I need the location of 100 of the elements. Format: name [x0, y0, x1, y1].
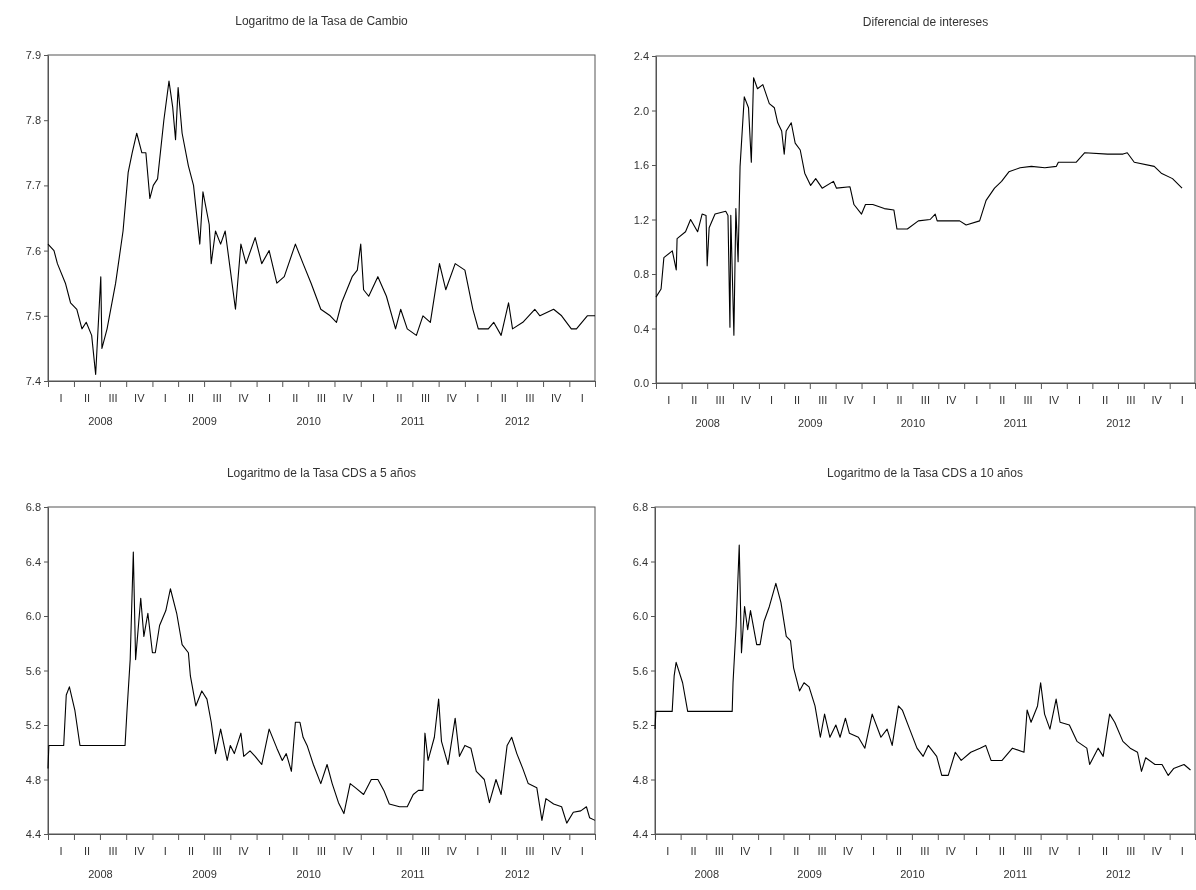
y-tick-label: 1.6 [633, 159, 649, 172]
text: II [188, 845, 195, 857]
text: II [1101, 845, 1109, 857]
y-tick-label: 6.8 [25, 501, 41, 514]
y-tick-label: 6.8 [632, 501, 648, 514]
line-series [654, 544, 1192, 776]
text: II [396, 392, 403, 404]
y-tick-label: 2.4 [633, 50, 649, 63]
text: II [500, 845, 507, 857]
text: I [580, 392, 584, 404]
y-tick-label: 5.2 [25, 719, 41, 732]
text: IV [134, 845, 146, 857]
text: I [372, 845, 376, 857]
text: I [667, 394, 671, 406]
text: IV [739, 845, 751, 857]
y-tick-label: 1.2 [633, 213, 649, 226]
y-tick-label: 5.2 [632, 719, 648, 732]
text: II [83, 845, 91, 857]
text: II [998, 845, 1005, 857]
y-tick-label: 6.4 [632, 555, 648, 568]
text: I [580, 845, 584, 857]
text: III [920, 845, 930, 857]
text: III [420, 845, 431, 857]
text: IV [1151, 845, 1163, 857]
y-tick-label: 7.4 [25, 375, 41, 388]
text: I [267, 845, 271, 857]
text: II [896, 845, 903, 857]
text: I [666, 845, 670, 857]
y-tick-label: 6.4 [25, 555, 41, 568]
text: III [920, 394, 930, 406]
text: IV [946, 394, 958, 406]
text: I [1180, 394, 1184, 406]
text: IV [238, 845, 250, 857]
text: II [292, 392, 299, 404]
text: II [396, 845, 403, 857]
x-tick-label: 2010 [900, 867, 925, 880]
chart-title: Logaritmo de la Tasa CDS a 10 años [827, 466, 1023, 480]
text: III [108, 845, 118, 857]
y-tick-label: 6.0 [632, 610, 648, 623]
text: III [212, 845, 222, 857]
text: I [975, 394, 979, 406]
text: III [316, 845, 326, 857]
x-tick-label: 2010 [296, 414, 321, 427]
line-series [655, 77, 1183, 336]
chart-title: Logaritmo de la Tasa CDS a 5 años [226, 466, 417, 480]
x-tick-label: 2011 [1003, 416, 1028, 429]
x-tick-label: 2010 [900, 416, 926, 429]
text: IV [550, 392, 563, 404]
text: II [1102, 394, 1109, 406]
text: III [1023, 394, 1033, 406]
x-tick-label: 2012 [505, 867, 530, 880]
text: I [372, 392, 376, 404]
text: II [999, 394, 1006, 406]
text: IV [446, 392, 458, 404]
y-tick-label: 7.6 [25, 244, 41, 257]
text: II [292, 845, 299, 857]
y-tick-label: 4.4 [632, 828, 648, 841]
y-tick-label: 4.8 [632, 773, 648, 786]
text: IV [1151, 394, 1163, 406]
y-tick-label: 5.6 [25, 664, 41, 677]
text: III [420, 392, 431, 404]
text: IV [945, 845, 957, 857]
y-tick-label: 4.4 [25, 828, 41, 841]
x-tick-label: 2011 [1003, 867, 1028, 880]
text: IV [342, 392, 354, 404]
x-tick-label: 2008 [88, 414, 113, 427]
y-tick-label: 5.6 [632, 664, 648, 677]
x-tick-label: 2009 [192, 414, 217, 427]
text: II [188, 392, 195, 404]
x-tick-label: 2009 [797, 867, 822, 880]
text: II [691, 394, 698, 406]
text: III [1023, 845, 1033, 857]
line-series [47, 80, 596, 376]
text: IV [842, 845, 854, 857]
y-tick-label: 4.8 [25, 773, 41, 786]
text: IV [134, 392, 146, 404]
text: III [715, 394, 725, 406]
text: I [1078, 394, 1082, 406]
text: III [1126, 394, 1136, 406]
text: III [817, 845, 827, 857]
text: IV [446, 845, 458, 857]
y-tick-label: 6.0 [25, 610, 41, 623]
chart-title: Diferencial de intereses [862, 15, 989, 29]
text: III [212, 392, 222, 404]
x-tick-label: 2008 [88, 867, 113, 880]
text: I [59, 845, 63, 857]
text: I [872, 394, 876, 406]
y-tick-label: 7.5 [25, 309, 41, 322]
text: II [690, 845, 697, 857]
text: IV [342, 845, 354, 857]
text: III [525, 392, 535, 404]
text: IV [843, 394, 855, 406]
text: II [83, 392, 91, 404]
text: II [896, 394, 903, 406]
text: III [714, 845, 724, 857]
x-tick-label: 2009 [798, 416, 823, 429]
x-tick-label: 2012 [1106, 416, 1131, 429]
x-tick-label: 2011 [401, 867, 425, 880]
text: III [1126, 845, 1136, 857]
y-tick-label: 7.8 [25, 114, 41, 127]
